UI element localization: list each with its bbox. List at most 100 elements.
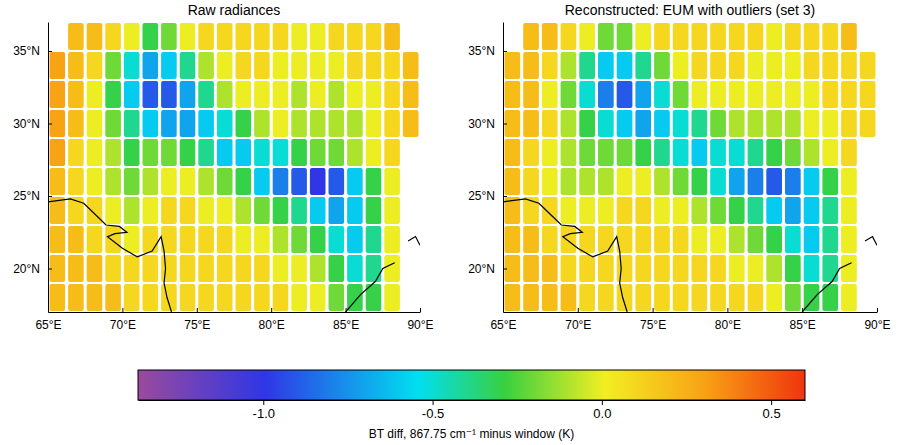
tick-label: 85°E [333, 318, 359, 332]
cell [68, 255, 84, 282]
cell [841, 23, 857, 50]
cell [87, 110, 103, 137]
tick-label: 30°N [13, 117, 40, 131]
colorbar-group: -1.0-0.50.00.5BT diff, 867.75 cm⁻¹ minus… [138, 370, 806, 441]
cell [822, 52, 838, 79]
cell [217, 226, 233, 253]
cell [617, 255, 633, 282]
cell [347, 110, 363, 137]
cell [542, 139, 558, 166]
cell [180, 81, 196, 108]
cell [748, 284, 764, 311]
cell [654, 81, 670, 108]
cell [291, 197, 307, 224]
cell [748, 139, 764, 166]
tick: 35°N [468, 44, 507, 58]
cell [804, 139, 820, 166]
cell [785, 81, 801, 108]
tick-label: 25°N [13, 189, 40, 203]
cell [523, 139, 539, 166]
cell [310, 284, 326, 311]
cell [542, 255, 558, 282]
cell [710, 110, 726, 137]
cell [598, 284, 614, 311]
cell [236, 139, 252, 166]
cell [654, 226, 670, 253]
cell [654, 23, 670, 50]
cell [561, 284, 577, 311]
cell [766, 23, 782, 50]
cell [68, 168, 84, 195]
cell [143, 197, 159, 224]
cell [384, 226, 400, 253]
cell [748, 81, 764, 108]
cell [804, 110, 820, 137]
cell [68, 110, 84, 137]
cell [804, 197, 820, 224]
cell [579, 168, 595, 195]
tick-label: 20°N [468, 262, 495, 276]
colorbar [138, 370, 805, 400]
cell [692, 81, 708, 108]
cell [68, 81, 84, 108]
cell [143, 284, 159, 311]
cell [505, 284, 521, 311]
cell [291, 226, 307, 253]
tick-mark [48, 51, 52, 52]
coastline [865, 237, 877, 246]
cell [273, 81, 289, 108]
cell [635, 110, 651, 137]
cell [729, 197, 745, 224]
cell [505, 52, 521, 79]
cell [236, 81, 252, 108]
cell [124, 284, 140, 311]
tick-label: 65°E [35, 318, 61, 332]
cell [217, 139, 233, 166]
tick: 0.0 [593, 400, 611, 421]
cell [561, 23, 577, 50]
cell [198, 284, 214, 311]
cell [87, 284, 103, 311]
cell [347, 226, 363, 253]
cell [273, 255, 289, 282]
cell [291, 23, 307, 50]
tick-label: 90°E [407, 318, 433, 332]
cell [329, 52, 345, 79]
cell [523, 23, 539, 50]
cell [748, 168, 764, 195]
cell [161, 139, 177, 166]
cell [766, 168, 782, 195]
cell [523, 284, 539, 311]
cell [366, 23, 382, 50]
cell [635, 255, 651, 282]
cell [542, 197, 558, 224]
cell [579, 139, 595, 166]
cell [710, 255, 726, 282]
cell [841, 139, 857, 166]
tick: 85°E [333, 308, 359, 332]
tick-mark [503, 196, 507, 197]
cell [366, 110, 382, 137]
cell [291, 139, 307, 166]
cell [124, 52, 140, 79]
cell [617, 139, 633, 166]
tick-label: 0.0 [593, 406, 611, 421]
cell [273, 284, 289, 311]
cell [822, 110, 838, 137]
axis-line [139, 400, 806, 401]
cell [841, 52, 857, 79]
cell [236, 197, 252, 224]
cell [310, 110, 326, 137]
cell [673, 52, 689, 79]
cell [710, 52, 726, 79]
cell [384, 168, 400, 195]
cell [254, 52, 270, 79]
tick-label: 65°E [490, 318, 516, 332]
cell [523, 81, 539, 108]
coastline [48, 199, 172, 312]
cell [198, 23, 214, 50]
cell [180, 168, 196, 195]
cell [180, 110, 196, 137]
tick-label: 35°N [468, 44, 495, 58]
cell [366, 226, 382, 253]
